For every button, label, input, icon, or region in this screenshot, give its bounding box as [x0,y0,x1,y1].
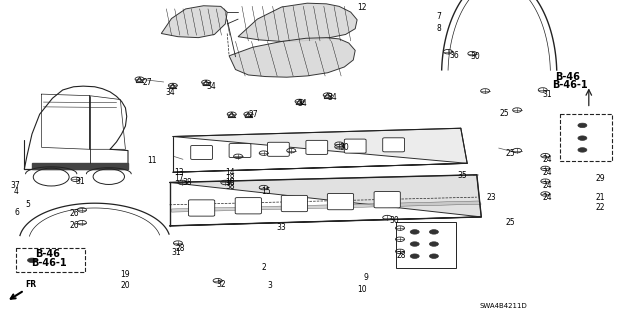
Text: 37: 37 [10,181,20,189]
FancyBboxPatch shape [236,198,262,214]
Polygon shape [172,201,481,212]
Text: 8: 8 [436,24,441,33]
Circle shape [410,254,419,258]
Text: 17: 17 [174,174,184,183]
Text: 2: 2 [261,263,266,272]
FancyBboxPatch shape [188,200,214,216]
Text: 9: 9 [364,273,369,282]
Text: 19: 19 [120,270,130,279]
Text: 22: 22 [595,204,605,212]
Text: 34: 34 [165,88,175,97]
Text: B-46: B-46 [556,71,580,82]
Text: 5: 5 [26,200,31,209]
Text: 35: 35 [458,171,467,180]
Text: 3: 3 [268,281,273,290]
Polygon shape [170,175,481,226]
Text: 32: 32 [216,280,226,289]
Text: 24: 24 [543,168,552,177]
Text: B-46-1: B-46-1 [552,80,588,91]
Text: 28: 28 [397,251,406,260]
Text: 4: 4 [14,187,19,196]
Text: B-46: B-46 [35,249,60,259]
Text: 34: 34 [298,99,307,108]
Text: 24: 24 [543,181,552,190]
Text: 31: 31 [172,248,181,256]
FancyBboxPatch shape [229,144,251,158]
Text: 27: 27 [142,78,152,87]
Bar [16,248,85,272]
Circle shape [429,254,438,258]
Circle shape [578,148,587,152]
Text: 12: 12 [357,4,367,12]
Text: 27: 27 [248,110,258,119]
Text: 38: 38 [225,182,235,191]
Circle shape [410,242,419,246]
Text: 20: 20 [120,281,130,290]
Text: 30: 30 [339,143,349,152]
Text: 14: 14 [225,168,235,177]
Text: 7: 7 [436,12,442,21]
Text: 25: 25 [499,109,509,118]
FancyBboxPatch shape [306,140,328,154]
Text: 23: 23 [486,193,496,202]
Text: 26: 26 [69,209,79,218]
FancyBboxPatch shape [191,145,212,160]
Text: SWA4B4211D: SWA4B4211D [480,303,528,308]
Text: 15: 15 [261,187,271,196]
Text: 30: 30 [389,216,399,225]
Circle shape [429,242,438,246]
Text: 36: 36 [449,51,459,60]
Polygon shape [173,128,467,172]
Text: 18: 18 [225,174,235,183]
Text: 30: 30 [470,52,480,61]
Text: 31: 31 [543,90,552,99]
Text: 24: 24 [543,193,552,202]
Text: 13: 13 [174,168,184,177]
Bar [396,222,456,268]
Text: 25: 25 [506,218,515,226]
Text: 34: 34 [328,93,337,102]
Circle shape [410,230,419,234]
Circle shape [578,123,587,128]
FancyBboxPatch shape [383,138,404,152]
Polygon shape [161,6,227,38]
FancyBboxPatch shape [344,139,366,153]
Text: 29: 29 [595,174,605,183]
Circle shape [28,258,36,263]
Text: 16: 16 [225,178,235,187]
Text: 24: 24 [543,155,552,164]
FancyBboxPatch shape [282,195,307,212]
Text: FR: FR [26,280,36,289]
Circle shape [429,230,438,234]
Text: 10: 10 [357,285,367,293]
Text: 33: 33 [276,223,286,232]
FancyBboxPatch shape [328,193,354,210]
Circle shape [578,136,587,140]
Bar [560,114,612,161]
Text: B-46-1: B-46-1 [31,258,67,268]
Text: 21: 21 [595,193,605,202]
Polygon shape [238,3,357,41]
Text: 28: 28 [176,244,186,253]
Text: 25: 25 [506,149,515,158]
Text: 6: 6 [14,208,19,217]
Text: 34: 34 [206,82,216,91]
Polygon shape [32,163,128,169]
FancyBboxPatch shape [374,191,401,208]
Text: 26: 26 [69,221,79,230]
FancyBboxPatch shape [268,142,289,156]
Polygon shape [229,38,355,77]
Text: 11: 11 [147,156,157,165]
Text: 38: 38 [182,178,192,187]
Text: 31: 31 [76,177,85,186]
